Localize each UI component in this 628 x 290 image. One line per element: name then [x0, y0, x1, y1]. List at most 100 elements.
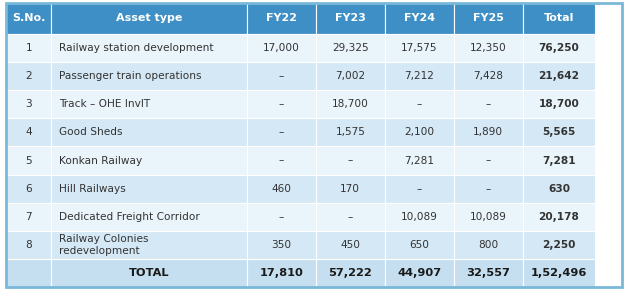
Bar	[247, 146, 316, 175]
Text: S.No.: S.No.	[12, 13, 45, 23]
Text: 2,250: 2,250	[542, 240, 576, 250]
Bar	[385, 203, 453, 231]
Text: 5,565: 5,565	[543, 127, 576, 137]
Bar	[247, 231, 316, 259]
Text: 17,810: 17,810	[259, 268, 303, 278]
Bar	[6, 259, 51, 287]
Bar	[51, 118, 247, 146]
Text: 630: 630	[548, 184, 570, 194]
Bar	[51, 231, 247, 259]
Bar	[453, 34, 522, 62]
Bar	[316, 259, 385, 287]
Text: 18,700: 18,700	[539, 99, 579, 109]
Bar	[522, 146, 595, 175]
Text: Dedicated Freight Corridor: Dedicated Freight Corridor	[59, 212, 200, 222]
Text: 17,000: 17,000	[263, 43, 300, 53]
Text: 32,557: 32,557	[466, 268, 510, 278]
Bar	[453, 175, 522, 203]
Text: 6: 6	[25, 184, 32, 194]
Bar	[385, 231, 453, 259]
Text: 44,907: 44,907	[397, 268, 441, 278]
Bar	[385, 34, 453, 62]
Bar	[6, 62, 51, 90]
Text: –: –	[279, 99, 284, 109]
Text: 460: 460	[271, 184, 291, 194]
Text: Good Sheds: Good Sheds	[59, 127, 122, 137]
Bar	[385, 175, 453, 203]
Bar	[385, 3, 453, 34]
Bar	[453, 259, 522, 287]
Bar	[247, 62, 316, 90]
Text: 20,178: 20,178	[538, 212, 580, 222]
Bar	[316, 146, 385, 175]
Text: Asset type: Asset type	[116, 13, 182, 23]
Text: –: –	[485, 99, 491, 109]
Bar	[453, 231, 522, 259]
Bar	[51, 3, 247, 34]
Text: Passenger train operations: Passenger train operations	[59, 71, 202, 81]
Text: 18,700: 18,700	[332, 99, 369, 109]
Bar	[522, 90, 595, 118]
Text: 76,250: 76,250	[539, 43, 579, 53]
Text: TOTAL: TOTAL	[129, 268, 170, 278]
Text: 450: 450	[340, 240, 360, 250]
Bar	[316, 231, 385, 259]
Text: FY23: FY23	[335, 13, 365, 23]
Bar	[51, 62, 247, 90]
Text: –: –	[416, 99, 422, 109]
Bar	[6, 203, 51, 231]
Bar	[522, 231, 595, 259]
Text: –: –	[279, 212, 284, 222]
Bar	[51, 34, 247, 62]
Text: 170: 170	[340, 184, 360, 194]
Text: Hill Railways: Hill Railways	[59, 184, 126, 194]
Bar	[316, 175, 385, 203]
Text: 1,575: 1,575	[335, 127, 365, 137]
Text: –: –	[348, 212, 353, 222]
Bar	[385, 259, 453, 287]
Text: 350: 350	[271, 240, 291, 250]
Text: Total: Total	[544, 13, 574, 23]
Bar	[385, 118, 453, 146]
Text: 650: 650	[409, 240, 430, 250]
Bar	[247, 175, 316, 203]
Bar	[247, 118, 316, 146]
Bar	[316, 34, 385, 62]
Text: 7,428: 7,428	[473, 71, 503, 81]
Bar	[247, 34, 316, 62]
Text: 21,642: 21,642	[538, 71, 580, 81]
Bar	[247, 203, 316, 231]
Text: 2,100: 2,100	[404, 127, 435, 137]
Text: 800: 800	[478, 240, 498, 250]
Text: –: –	[348, 155, 353, 166]
Text: 12,350: 12,350	[470, 43, 507, 53]
Bar	[6, 90, 51, 118]
Bar	[316, 203, 385, 231]
Bar	[6, 231, 51, 259]
Text: 1: 1	[25, 43, 32, 53]
Text: 17,575: 17,575	[401, 43, 438, 53]
Text: Railway Colonies
redevelopment: Railway Colonies redevelopment	[59, 234, 149, 256]
Bar	[522, 62, 595, 90]
Text: –: –	[485, 184, 491, 194]
Bar	[6, 3, 51, 34]
Text: Konkan Railway: Konkan Railway	[59, 155, 143, 166]
Bar	[247, 90, 316, 118]
Text: –: –	[279, 127, 284, 137]
Bar	[316, 62, 385, 90]
Text: FY22: FY22	[266, 13, 297, 23]
Bar	[522, 203, 595, 231]
Text: 2: 2	[25, 71, 32, 81]
Bar	[6, 34, 51, 62]
Bar	[385, 90, 453, 118]
Bar	[51, 203, 247, 231]
Text: 10,089: 10,089	[470, 212, 507, 222]
Text: 57,222: 57,222	[328, 268, 372, 278]
Bar	[522, 118, 595, 146]
Bar	[522, 259, 595, 287]
Bar	[51, 175, 247, 203]
Bar	[453, 90, 522, 118]
Text: 1,52,496: 1,52,496	[531, 268, 587, 278]
Text: 7,281: 7,281	[404, 155, 434, 166]
Bar	[316, 90, 385, 118]
